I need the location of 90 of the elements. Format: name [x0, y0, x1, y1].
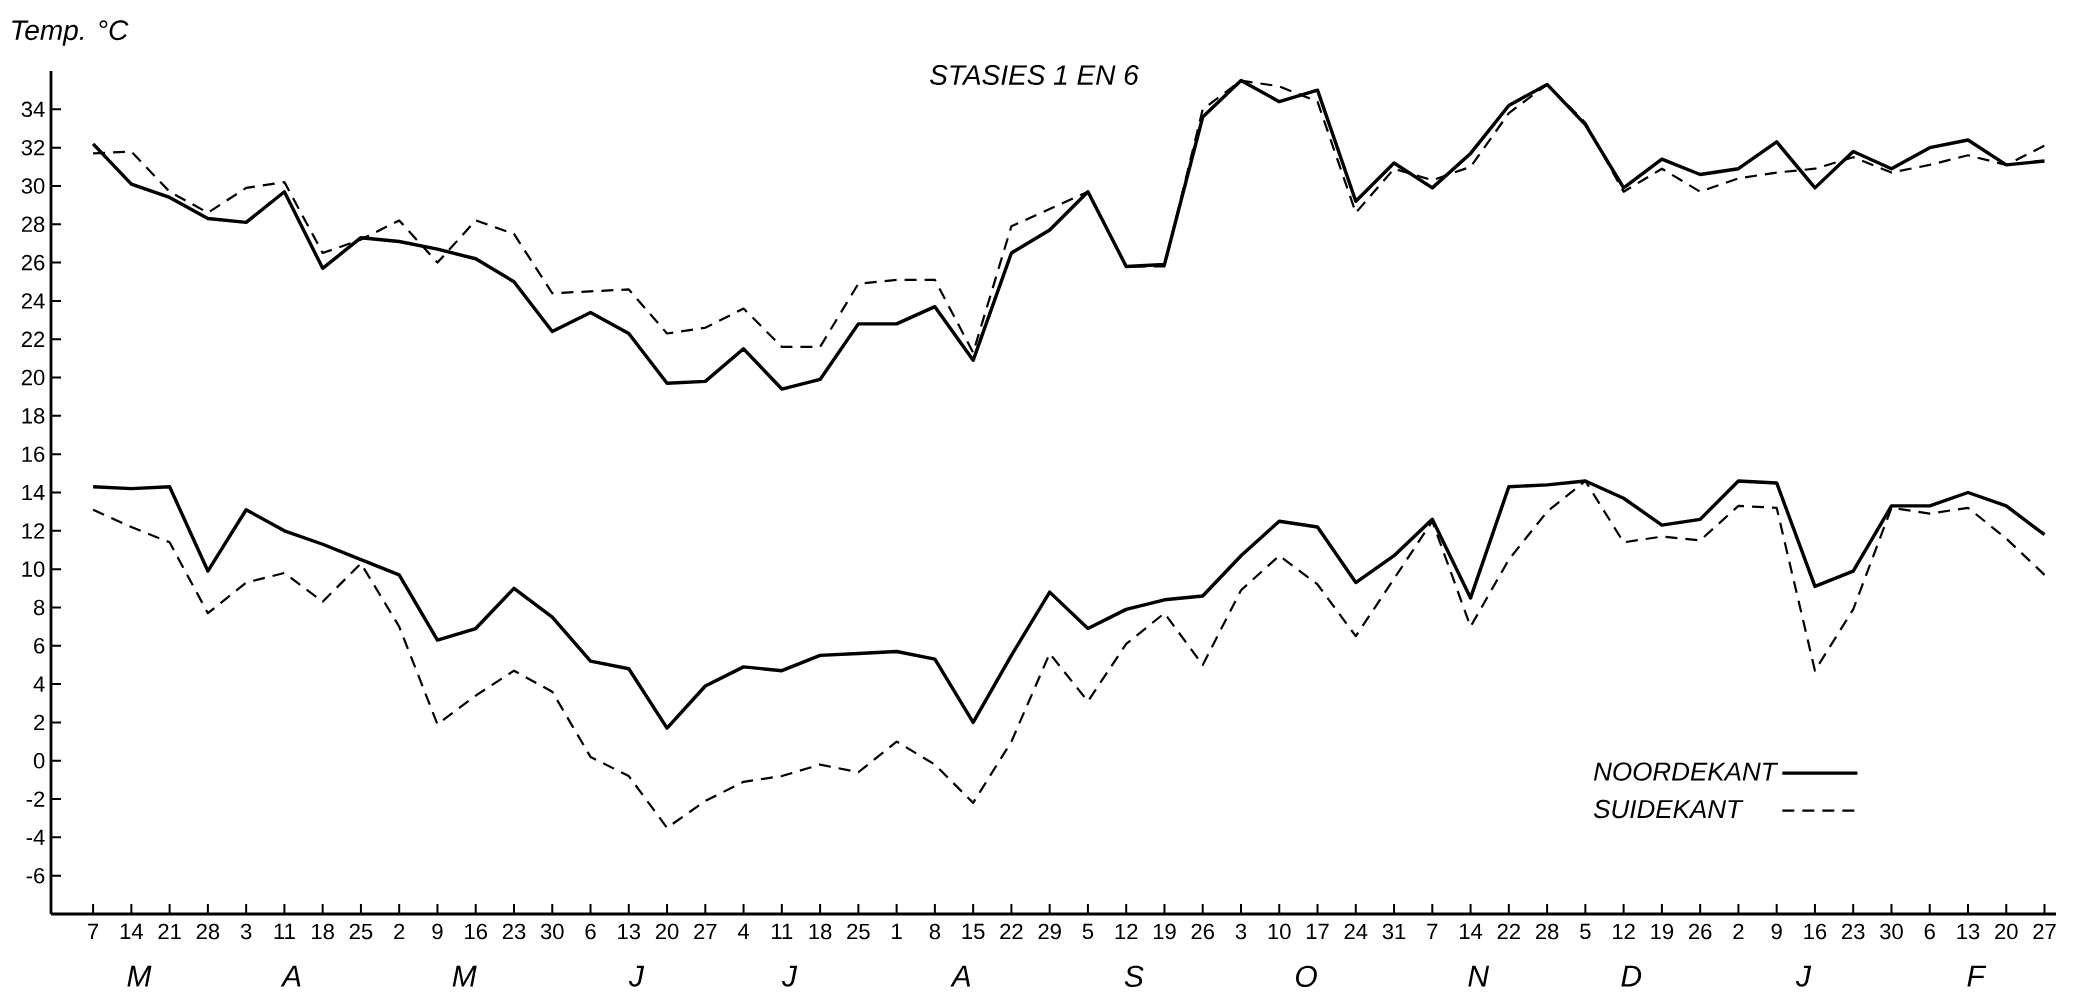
x-tick-label: 27	[694, 923, 717, 939]
y-tick-label: 28	[21, 216, 45, 232]
y-axis-title: Temp. °C	[12, 20, 129, 46]
x-tick-label: 10	[1268, 923, 1291, 940]
x-tick-label: 19	[1153, 923, 1176, 940]
x-tick-label: 25	[349, 923, 373, 940]
y-tick-label: 4	[33, 676, 45, 692]
y-tick-label: 10	[22, 561, 45, 577]
y-tick-label: 26	[21, 254, 45, 271]
x-tick-label: 5	[1580, 923, 1591, 939]
x-tick-label: 13	[618, 923, 641, 940]
y-tick-label: 18	[22, 407, 45, 424]
x-tick-label: 28	[1535, 923, 1559, 940]
x-tick-label: 28	[196, 923, 220, 940]
y-tick-label: 24	[21, 293, 45, 309]
x-tick-label: 5	[1082, 923, 1094, 939]
x-tick-label: 18	[809, 923, 832, 940]
x-tick-label: 6	[585, 923, 596, 940]
x-tick-label: 1	[892, 923, 902, 939]
y-tick-label: 14	[22, 484, 45, 500]
text: N	[1468, 965, 1490, 987]
y-tick-label: 6	[34, 637, 45, 654]
x-tick-label: 7	[1427, 923, 1438, 939]
text: J	[781, 965, 798, 987]
x-tick-label: 30	[1880, 923, 1903, 940]
text: S	[1124, 965, 1144, 987]
x-tick-label: 23	[1842, 923, 1865, 940]
x-tick-label: 9	[432, 923, 443, 940]
x-tick-label: 30	[540, 923, 564, 940]
x-tick-label: 22	[1497, 923, 1520, 939]
x-tick-label: 25	[847, 923, 870, 940]
x-tick-label: 7	[88, 923, 99, 939]
text: A	[950, 965, 971, 987]
x-tick-label: 29	[1038, 923, 1061, 940]
x-tick-label: 4	[737, 923, 750, 939]
x-tick-label: 24	[1344, 923, 1368, 939]
y-tick-label: 32	[21, 139, 45, 156]
legend-label: SUIDEKANT	[1593, 799, 1744, 819]
text: A	[280, 965, 301, 987]
chart-title: STASIES 1 EN 6	[930, 64, 1139, 85]
x-tick-label: 3	[1235, 923, 1247, 940]
y-tick-label: 22	[21, 331, 45, 347]
x-tick-label: 14	[120, 923, 143, 939]
x-tick-label: 22	[1000, 923, 1023, 939]
x-tick-label: 2	[394, 923, 405, 939]
x-tick-label: 21	[158, 923, 181, 939]
y-tick-label: 0	[33, 752, 45, 769]
x-tick-label: 2	[1733, 923, 1744, 939]
text: D	[1621, 965, 1642, 987]
x-tick-label: 11	[772, 923, 793, 939]
x-tick-label: 11	[274, 923, 295, 939]
x-tick-label: 20	[655, 923, 679, 940]
y-tick-label: -2	[26, 791, 45, 807]
text: M	[127, 965, 152, 987]
x-tick-label: 6	[1924, 923, 1935, 940]
x-tick-label: 14	[1460, 923, 1483, 939]
x-tick-label: 8	[929, 923, 941, 940]
text: F	[1967, 965, 1987, 987]
y-tick-label: 20	[21, 369, 45, 386]
x-tick-label: 12	[1115, 923, 1138, 939]
y-tick-label: 30	[21, 178, 45, 194]
x-tick-label: 16	[465, 923, 487, 940]
x-tick-label: 16	[1804, 923, 1827, 940]
x-tick-label: 18	[312, 923, 334, 940]
y-tick-label: 16	[22, 446, 45, 462]
x-tick-label: 17	[1306, 923, 1329, 939]
text: M	[452, 965, 477, 987]
y-tick-label: 34	[21, 101, 45, 117]
y-tick-label: 8	[33, 599, 45, 616]
x-tick-label: 3	[240, 923, 252, 940]
line-series	[91, 479, 2046, 829]
x-tick-label: 20	[1995, 923, 2018, 940]
legend-label: NOORDEKANT	[1593, 762, 1779, 781]
x-tick-label: 27	[2033, 923, 2056, 939]
x-tick-label: 26	[1191, 923, 1214, 940]
y-tick-label: -6	[26, 867, 45, 884]
y-tick-label: -4	[26, 829, 45, 845]
x-tick-label: 23	[502, 923, 526, 940]
y-tick-label: 2	[34, 714, 45, 730]
x-tick-label: 26	[1689, 923, 1712, 940]
text: J	[1795, 965, 1812, 987]
x-tick-label: 12	[1613, 923, 1635, 939]
x-tick-label: 31	[1382, 923, 1406, 940]
x-tick-label: 15	[962, 923, 985, 939]
x-tick-label: 13	[1957, 923, 1980, 940]
text: O	[1296, 965, 1317, 987]
x-tick-label: 9	[1771, 923, 1782, 940]
y-tick-label: 12	[22, 523, 45, 539]
x-tick-label: 19	[1651, 923, 1674, 940]
text: J	[628, 965, 645, 987]
